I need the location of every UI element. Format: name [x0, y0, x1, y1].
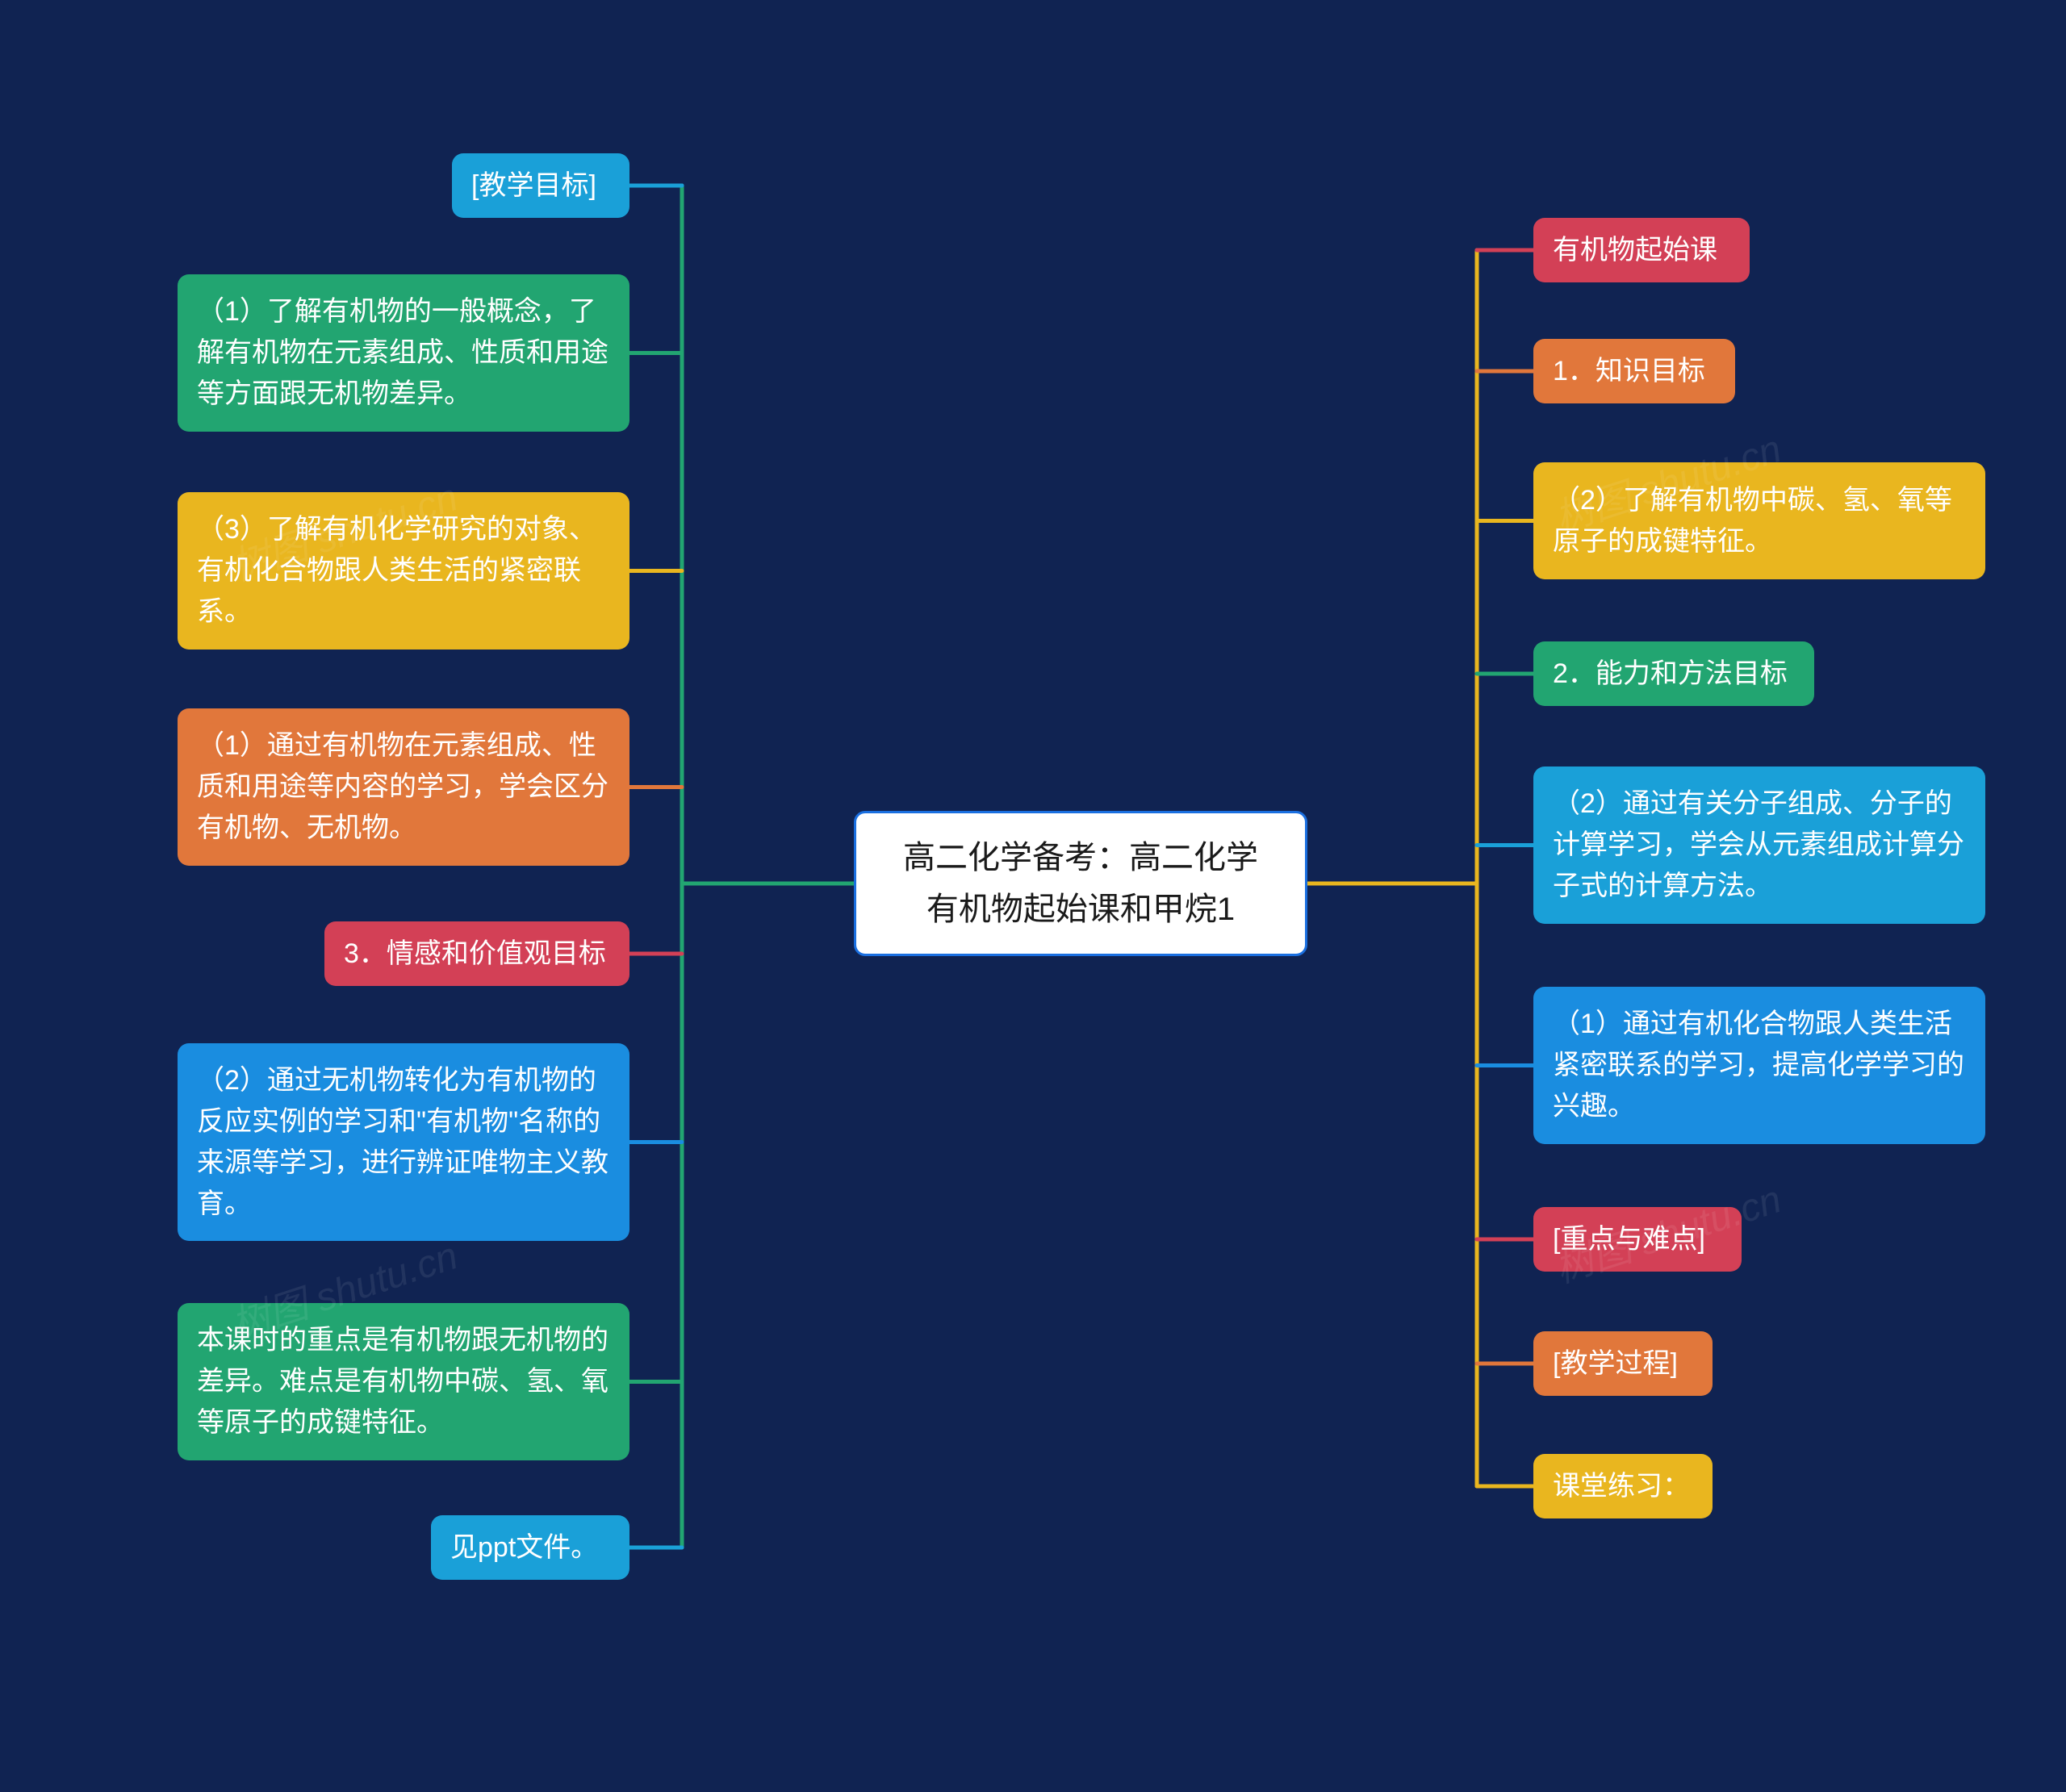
left-node-l2: （3）了解有机化学研究的对象、有机化合物跟人类生活的紧密联系。: [178, 492, 629, 650]
right-node-r1: 1．知识目标: [1533, 339, 1735, 403]
center-node: 高二化学备考：高二化学 有机物起始课和甲烷1: [854, 811, 1307, 956]
right-node-r4: （2）通过有关分子组成、分子的计算学习，学会从元素组成计算分子式的计算方法。: [1533, 767, 1985, 924]
right-node-r8: 课堂练习：: [1533, 1454, 1713, 1518]
right-node-r6: [重点与难点]: [1533, 1207, 1742, 1272]
left-node-l1: （1）了解有机物的一般概念，了解有机物在元素组成、性质和用途等方面跟无机物差异。: [178, 274, 629, 432]
left-node-l6: 本课时的重点是有机物跟无机物的差异。难点是有机物中碳、氢、氧等原子的成键特征。: [178, 1303, 629, 1460]
left-node-l0: [教学目标]: [452, 153, 629, 218]
left-node-l4: 3．情感和价值观目标: [324, 921, 629, 986]
left-node-l5: （2）通过无机物转化为有机物的反应实例的学习和"有机物"名称的来源等学习，进行辨…: [178, 1043, 629, 1241]
right-node-r7: [教学过程]: [1533, 1331, 1713, 1396]
left-node-l3: （1）通过有机物在元素组成、性质和用途等内容的学习，学会区分有机物、无机物。: [178, 708, 629, 866]
right-node-r0: 有机物起始课: [1533, 218, 1750, 282]
right-node-r5: （1）通过有机化合物跟人类生活紧密联系的学习，提高化学学习的兴趣。: [1533, 987, 1985, 1144]
right-node-r2: （2）了解有机物中碳、氢、氧等原子的成键特征。: [1533, 462, 1985, 579]
right-node-r3: 2．能力和方法目标: [1533, 641, 1814, 706]
left-node-l7: 见ppt文件。: [431, 1515, 629, 1580]
